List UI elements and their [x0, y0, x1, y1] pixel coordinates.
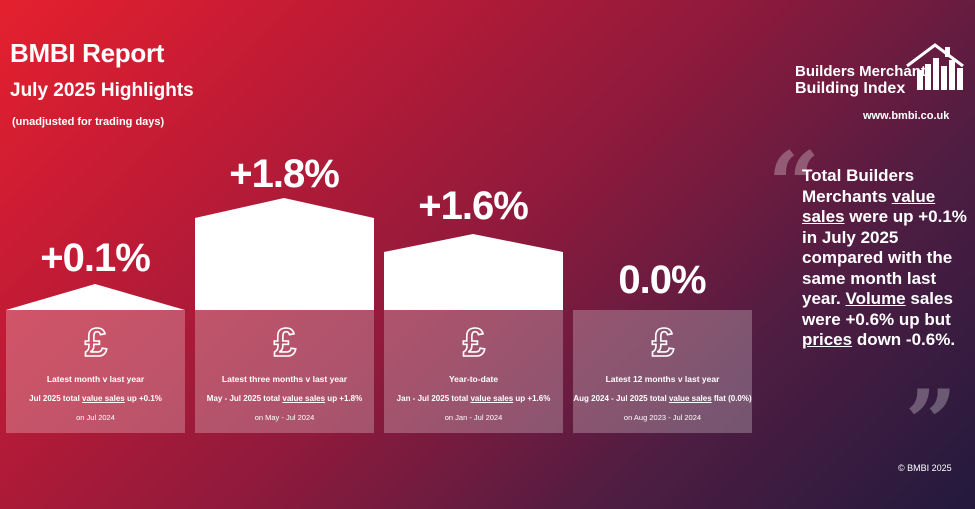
- panel-3-roof: [384, 234, 563, 310]
- panel-3-percent: +1.6%: [418, 184, 529, 228]
- report-note: (unadjusted for trading days): [12, 116, 165, 128]
- panel-1-roof: [6, 284, 185, 310]
- panel-2-percent: +1.8%: [229, 152, 340, 196]
- logo-text: Builders Merchant Building Index: [795, 63, 926, 97]
- svg-text:£: £: [273, 321, 295, 364]
- panel-3-card: £ Year-to-date Jan - Jul 2025 total valu…: [384, 310, 563, 433]
- panel-1-label: Latest month v last year: [46, 374, 145, 384]
- logo-line-2: Building Index: [795, 80, 906, 97]
- panel-3-comparison: on Jan - Jul 2024: [444, 413, 503, 422]
- panel-1-comparison: on Jul 2024: [76, 413, 115, 422]
- panel-4-comparison: on Aug 2023 - Jul 2024: [623, 413, 702, 422]
- panel-2-label: Latest three months v last year: [221, 374, 348, 384]
- open-quote-icon: “: [768, 132, 820, 238]
- panel-1-percent: +0.1%: [40, 236, 151, 280]
- pound-icon: £: [273, 320, 297, 364]
- svg-text:£: £: [651, 321, 673, 364]
- copyright: © BMBI 2025: [898, 463, 952, 473]
- house-bar-chart-icon: [906, 43, 964, 90]
- website-link[interactable]: www.bmbi.co.uk: [863, 110, 950, 122]
- panel-2-comparison: on May - Jul 2024: [254, 413, 315, 422]
- svg-text:£: £: [462, 321, 484, 364]
- summary-quote: Total Builders Merchants value sales wer…: [802, 166, 967, 349]
- panel-2-card: £ Latest three months v last year May - …: [195, 310, 374, 433]
- close-quote-icon: ”: [905, 370, 957, 476]
- logo-line-1: Builders Merchant: [795, 63, 926, 80]
- pound-icon: £: [84, 320, 108, 364]
- pound-icon: £: [462, 320, 486, 364]
- panel-4-desc: Aug 2024 - Jul 2025 total value sales fl…: [573, 394, 752, 403]
- panel-3-desc: Jan - Jul 2025 total value sales up +1.6…: [396, 394, 551, 403]
- panel-3-label: Year-to-date: [448, 374, 499, 384]
- panel-4-percent: 0.0%: [618, 258, 706, 302]
- panel-1-desc: Jul 2025 total value sales up +0.1%: [29, 394, 162, 403]
- report-subtitle: July 2025 Highlights: [10, 80, 194, 101]
- panel-4-card: £ Latest 12 months v last year Aug 2024 …: [573, 310, 752, 433]
- panel-2-roof: [195, 198, 374, 310]
- svg-text:£: £: [84, 321, 106, 364]
- panel-2-desc: May - Jul 2025 total value sales up +1.8…: [206, 394, 363, 403]
- report-title: BMBI Report: [10, 38, 165, 68]
- panel-1-card: £ Latest month v last year Jul 2025 tota…: [6, 310, 185, 433]
- panel-4-label: Latest 12 months v last year: [605, 374, 720, 384]
- pound-icon: £: [651, 320, 675, 364]
